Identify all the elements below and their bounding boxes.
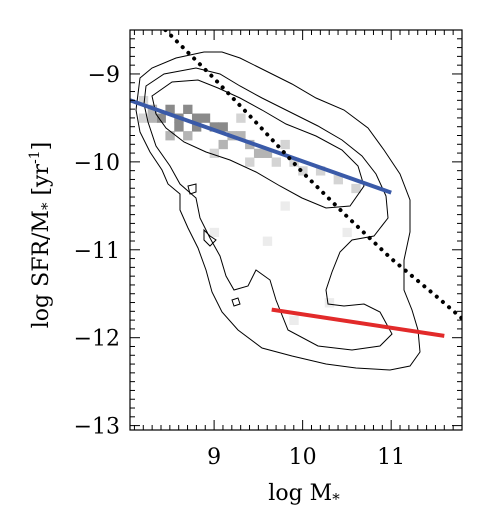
- density-cell: [289, 157, 299, 167]
- density-cell: [138, 113, 149, 123]
- density-cell: [209, 227, 220, 238]
- axes-layer: 9 10 11 −9 −10 −11 −12 −13: [74, 29, 463, 470]
- density-cell: [289, 315, 299, 326]
- x-tick-label: 10: [289, 445, 317, 470]
- series-line: [130, 98, 392, 195]
- density-cell: [174, 122, 184, 132]
- density-cell: [280, 201, 290, 211]
- density-cell: [298, 166, 308, 176]
- contour-layer: [135, 51, 421, 371]
- middle-contour: [143, 67, 393, 351]
- density-cell: [245, 157, 255, 167]
- outer-contour: [135, 51, 421, 371]
- density-cell: [138, 95, 149, 106]
- island-contour: [187, 183, 197, 195]
- density-cell: [253, 148, 264, 158]
- density-cell: [351, 183, 361, 194]
- density-cell: [271, 157, 282, 167]
- density-cell: [191, 122, 202, 132]
- density-cell: [209, 122, 220, 132]
- density-cell: [280, 139, 290, 150]
- y-axis-title: log SFR/M* [yr-1]: [27, 142, 56, 328]
- y-tick-label: −9: [88, 63, 120, 88]
- density-cell: [191, 113, 202, 123]
- density-cell: [165, 104, 175, 115]
- island-contour: [231, 297, 241, 307]
- x-tick-label: 11: [377, 445, 405, 470]
- x-tick-label: 9: [207, 445, 221, 470]
- density-cell: [183, 131, 193, 141]
- density-cell: [200, 113, 211, 123]
- density-cell: [262, 236, 273, 246]
- series-layer: [130, 30, 462, 338]
- density-cell: [165, 131, 175, 141]
- density-cell: [262, 148, 273, 158]
- labels-layer: log M* log SFR/M* [yr-1]: [27, 142, 340, 508]
- density-cell: [342, 227, 352, 238]
- density-cell: [324, 298, 335, 308]
- density-cell: [236, 113, 246, 123]
- density-cell: [218, 122, 228, 132]
- y-tick-label: −12: [74, 327, 120, 352]
- density-cell: [218, 139, 228, 150]
- density-layer: [138, 95, 361, 326]
- density-cell: [183, 104, 193, 115]
- island-contour: [203, 228, 217, 247]
- density-cell: [315, 166, 326, 176]
- series-line: [271, 307, 445, 338]
- density-cell: [333, 175, 343, 185]
- y-tick-label: −13: [74, 415, 120, 440]
- y-tick-label: −11: [74, 239, 120, 264]
- dotted-series-line: [163, 30, 462, 321]
- x-axis-title: log M*: [268, 481, 340, 508]
- density-cell: [209, 148, 220, 158]
- y-tick-label: −10: [74, 151, 120, 176]
- density-cell: [147, 113, 158, 123]
- plot-frame: [129, 29, 463, 431]
- density-cell: [236, 131, 246, 141]
- density-cell: [156, 113, 166, 123]
